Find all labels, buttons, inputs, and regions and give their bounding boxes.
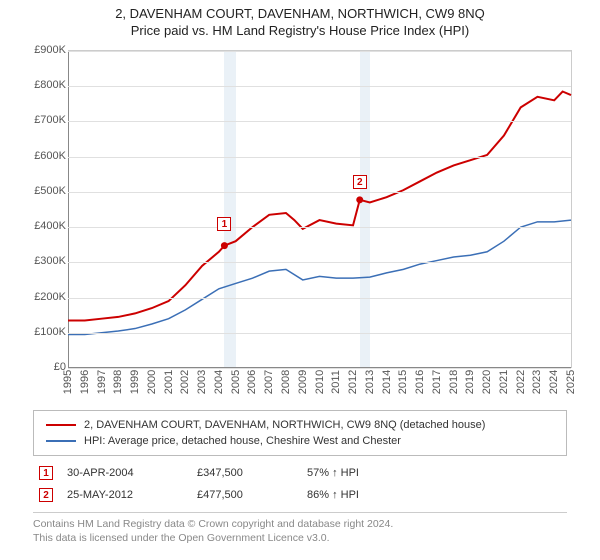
gridline: [68, 157, 571, 158]
sale-marker-2: 2: [39, 488, 53, 502]
x-tick-label: 2012: [347, 370, 359, 394]
legend-label-property: 2, DAVENHAM COURT, DAVENHAM, NORTHWICH, …: [80, 417, 558, 433]
x-tick-label: 2003: [196, 370, 208, 394]
y-tick-label: £100K: [20, 326, 66, 338]
sale-callout: 1: [217, 217, 231, 231]
footer-line-1: Contains HM Land Registry data © Crown c…: [33, 517, 567, 531]
y-tick-label: £400K: [20, 220, 66, 232]
x-tick-label: 1999: [129, 370, 141, 394]
x-tick-label: 2021: [498, 370, 510, 394]
y-tick-label: £200K: [20, 291, 66, 303]
sale-point: [221, 242, 228, 249]
footer-line-2: This data is licensed under the Open Gov…: [33, 531, 567, 545]
x-tick-label: 2002: [179, 370, 191, 394]
legend-swatch-property: [46, 424, 76, 426]
x-tick-label: 1998: [112, 370, 124, 394]
x-tick-label: 1997: [96, 370, 108, 394]
gridline: [68, 262, 571, 263]
gridline: [68, 121, 571, 122]
sale-pct-1: 57% ↑ HPI: [301, 462, 567, 484]
title-line-2: Price paid vs. HM Land Registry's House …: [0, 23, 600, 38]
title-line-1: 2, DAVENHAM COURT, DAVENHAM, NORTHWICH, …: [0, 6, 600, 21]
x-tick-label: 2010: [314, 370, 326, 394]
sale-row-2: 2 25-MAY-2012 £477,500 86% ↑ HPI: [33, 484, 567, 506]
gridline: [68, 333, 571, 334]
arrow-up-icon: ↑: [332, 489, 338, 501]
gridline: [68, 227, 571, 228]
y-tick-label: £700K: [20, 114, 66, 126]
sale-marker-1: 1: [39, 466, 53, 480]
gridline: [68, 86, 571, 87]
x-tick-label: 2009: [297, 370, 309, 394]
sale-callout: 2: [353, 175, 367, 189]
sale-date-2: 25-MAY-2012: [61, 484, 191, 506]
y-tick-label: £600K: [20, 150, 66, 162]
x-tick-label: 2022: [515, 370, 527, 394]
legend-table: 2, DAVENHAM COURT, DAVENHAM, NORTHWICH, …: [42, 417, 558, 449]
x-tick-label: 2020: [481, 370, 493, 394]
y-tick-label: £500K: [20, 185, 66, 197]
x-tick-label: 2013: [364, 370, 376, 394]
chart-svg: [68, 51, 571, 368]
gridline: [68, 51, 571, 52]
plot-area: [68, 50, 572, 368]
x-tick-label: 1995: [62, 370, 74, 394]
x-tick-label: 2001: [163, 370, 175, 394]
legend-swatch-hpi: [46, 440, 76, 442]
x-tick-label: 2016: [414, 370, 426, 394]
y-tick-label: £300K: [20, 255, 66, 267]
x-tick-label: 2004: [213, 370, 225, 394]
sale-point: [356, 196, 363, 203]
arrow-up-icon: ↑: [332, 467, 338, 479]
sale-price-2: £477,500: [191, 484, 301, 506]
gridline: [68, 298, 571, 299]
y-tick-label: £800K: [20, 79, 66, 91]
legend-box: 2, DAVENHAM COURT, DAVENHAM, NORTHWICH, …: [33, 410, 567, 456]
x-tick-label: 2015: [397, 370, 409, 394]
x-tick-label: 2007: [263, 370, 275, 394]
footer-note: Contains HM Land Registry data © Crown c…: [33, 512, 567, 545]
x-tick-label: 2024: [548, 370, 560, 394]
x-tick-label: 2011: [330, 370, 342, 394]
legend-label-hpi: HPI: Average price, detached house, Ches…: [80, 433, 558, 449]
gridline: [68, 192, 571, 193]
x-tick-label: 2025: [565, 370, 577, 394]
x-tick-label: 1996: [79, 370, 91, 394]
x-tick-label: 2000: [146, 370, 158, 394]
sale-rows: 1 30-APR-2004 £347,500 57% ↑ HPI 2 25-MA…: [33, 462, 567, 506]
y-tick-label: £0: [20, 361, 66, 373]
x-tick-label: 2019: [464, 370, 476, 394]
sale-price-1: £347,500: [191, 462, 301, 484]
sale-pct-2: 86% ↑ HPI: [301, 484, 567, 506]
sale-row-1: 1 30-APR-2004 £347,500 57% ↑ HPI: [33, 462, 567, 484]
chart-area: £0 £100K £200K £300K £400K £500K £600K £700K £80…: [20, 44, 580, 404]
x-tick-label: 2017: [431, 370, 443, 394]
series-line-hpi: [68, 220, 571, 334]
x-tick-label: 2014: [381, 370, 393, 394]
x-tick-label: 2023: [531, 370, 543, 394]
y-tick-label: £900K: [20, 44, 66, 56]
chart-title-block: 2, DAVENHAM COURT, DAVENHAM, NORTHWICH, …: [0, 0, 600, 40]
x-tick-label: 2005: [230, 370, 242, 394]
x-tick-label: 2006: [246, 370, 258, 394]
sale-date-1: 30-APR-2004: [61, 462, 191, 484]
legend-row-hpi: HPI: Average price, detached house, Ches…: [42, 433, 558, 449]
legend-row-property: 2, DAVENHAM COURT, DAVENHAM, NORTHWICH, …: [42, 417, 558, 433]
sale-table: 1 30-APR-2004 £347,500 57% ↑ HPI 2 25-MA…: [33, 462, 567, 506]
series-line-property: [68, 92, 571, 321]
x-tick-label: 2018: [448, 370, 460, 394]
x-tick-label: 2008: [280, 370, 292, 394]
